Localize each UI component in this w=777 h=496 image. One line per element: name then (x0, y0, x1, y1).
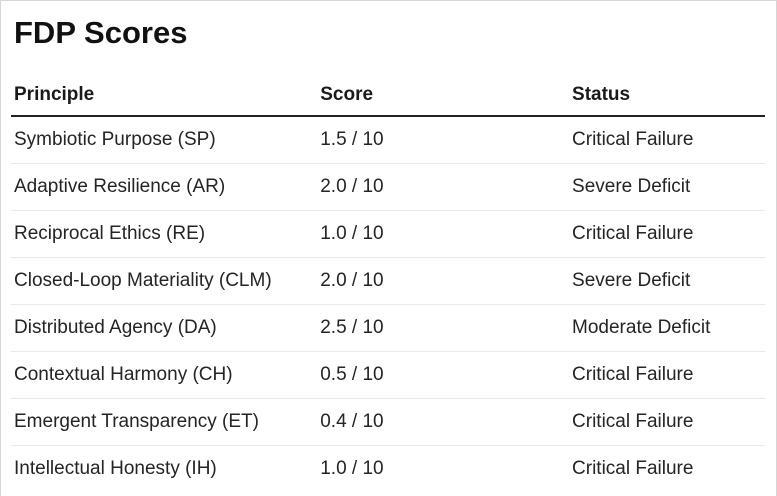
score-cell: 1.0 / 10 (320, 458, 384, 479)
table-row: Closed-Loop Materiality (CLM) 2.0 / 10 S… (11, 257, 765, 305)
score-cell: 0.5 / 10 (317, 351, 570, 399)
status-cell: Severe Deficit (569, 257, 765, 305)
table-row: Reciprocal Ethics (RE) 1.0 / 10 Critical… (11, 210, 765, 258)
score-cell: 2.5 / 10 (317, 304, 570, 352)
table-header-row: Principle Score Status (11, 53, 765, 117)
page-title: FDP Scores (14, 15, 188, 50)
table-row: Adaptive Resilience (AR) 2.0 / 10 Severe… (11, 163, 765, 211)
table-row: Intellectual Honesty (IH) 1.0 / 10 Criti… (11, 446, 765, 493)
status-cell: Critical Failure (569, 116, 765, 164)
status-cell: Critical Failure (569, 398, 765, 446)
table-body: Symbiotic Purpose (SP) 1.5 / 10 Critical… (11, 116, 765, 492)
status-cell: Critical Failure (569, 210, 765, 258)
column-header-principle: Principle (11, 53, 318, 117)
table-row: Emergent Transparency (ET) 0.4 / 10 Crit… (11, 398, 765, 446)
table-row: Distributed Agency (DA) 2.5 / 10 Moderat… (11, 304, 765, 352)
principle-cell: Closed-Loop Materiality (CLM) (11, 257, 318, 305)
status-cell: Severe Deficit (569, 163, 765, 211)
principle-cell: Distributed Agency (DA) (11, 304, 318, 352)
score-cell: 1.5 / 10 (317, 116, 570, 164)
principle-cell: Reciprocal Ethics (RE) (11, 210, 318, 258)
principle-cell: Adaptive Resilience (AR) (11, 163, 318, 211)
score-cell: 1.0 / 10 (317, 210, 570, 258)
score-cell: 2.0 / 10 (317, 257, 570, 305)
status-cell: Critical Failure (569, 351, 765, 399)
status-cell: Critical Failure (572, 458, 694, 479)
score-cell: 2.0 / 10 (317, 163, 570, 211)
column-header-score: Score (317, 53, 570, 117)
principle-cell: Intellectual Honesty (IH) (14, 458, 217, 479)
status-cell: Moderate Deficit (569, 304, 765, 352)
score-cell: 0.4 / 10 (317, 398, 570, 446)
column-header-status: Status (569, 53, 765, 117)
fdp-scores-table: Principle Score Status Symbiotic Purpose… (11, 53, 765, 492)
principle-cell: Emergent Transparency (ET) (11, 398, 318, 446)
table-row: Symbiotic Purpose (SP) 1.5 / 10 Critical… (11, 116, 765, 164)
principle-cell: Contextual Harmony (CH) (11, 351, 318, 399)
principle-cell: Symbiotic Purpose (SP) (11, 116, 318, 164)
table-row: Contextual Harmony (CH) 0.5 / 10 Critica… (11, 351, 765, 399)
